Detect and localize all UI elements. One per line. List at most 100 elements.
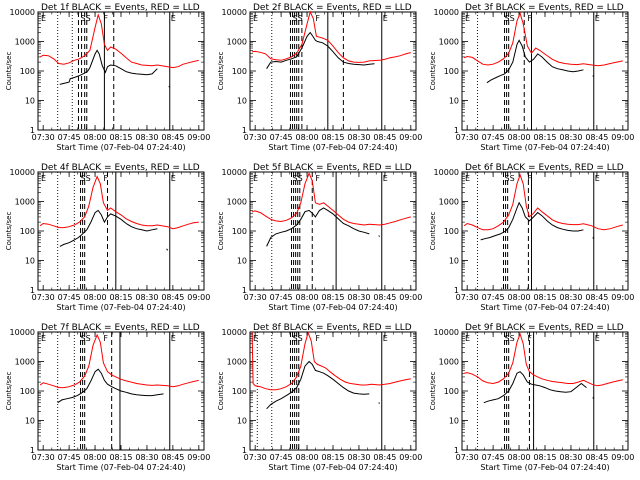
plot-frame bbox=[249, 331, 417, 451]
region-label: F bbox=[527, 14, 532, 23]
panel-6: Det 6f BLACK = Events, RED = LLD 1 10 100 10… bbox=[429, 163, 634, 312]
y-tick-label: 100 bbox=[20, 227, 35, 236]
x-axis-title: Start Time (07-Feb-04 07:24:40) bbox=[56, 463, 185, 472]
y-tick-label: 1000 bbox=[227, 198, 247, 207]
panel-title: Det 6f BLACK = Events, RED = LLD bbox=[465, 163, 624, 173]
lld-series-line bbox=[252, 10, 411, 63]
x-tick-label: 08:00 bbox=[84, 293, 107, 302]
y-axis-title: Counts/sec bbox=[5, 372, 13, 411]
y-tick-label: 10000 bbox=[222, 168, 247, 177]
x-axis-title: Start Time (07-Feb-04 07:24:40) bbox=[268, 143, 397, 152]
x-tick-label: 08:30 bbox=[559, 133, 582, 142]
y-tick-label: 1000 bbox=[227, 38, 247, 47]
panel-title: Det 3f BLACK = Events, RED = LLD bbox=[465, 3, 624, 13]
plot-frame bbox=[461, 171, 629, 291]
x-tick-label: 07:30 bbox=[244, 133, 267, 142]
x-tick-label: 08:30 bbox=[135, 293, 158, 302]
x-tick-label: 09:00 bbox=[187, 133, 210, 142]
x-tick-label: 07:45 bbox=[270, 453, 293, 462]
x-tick-label: 07:30 bbox=[456, 133, 479, 142]
lld-series-line bbox=[464, 332, 623, 387]
x-axis-title: Start Time (07-Feb-04 07:24:40) bbox=[480, 143, 609, 152]
panel-5: Det 5f BLACK = Events, RED = LLD 1 10 100 10… bbox=[217, 163, 422, 312]
y-tick-label: 10000 bbox=[222, 328, 247, 337]
y-tick-label: 1 bbox=[454, 446, 459, 455]
x-tick-label: 08:15 bbox=[533, 133, 556, 142]
plot-frame bbox=[249, 171, 417, 291]
events-series-line bbox=[57, 368, 164, 404]
x-tick-label: 08:30 bbox=[347, 453, 370, 462]
y-tick-label: 1000 bbox=[227, 358, 247, 367]
panel-1: Det 1f BLACK = Events, RED = LLD 1 10 100 10… bbox=[5, 3, 210, 152]
region-label: F bbox=[315, 334, 320, 343]
y-tick-label: 100 bbox=[232, 67, 247, 76]
region-label: F bbox=[103, 334, 108, 343]
events-series-line bbox=[266, 360, 380, 410]
y-tick-label: 1 bbox=[30, 286, 35, 295]
y-tick-label: 100 bbox=[232, 227, 247, 236]
region-label: F bbox=[315, 174, 320, 183]
region-label: SS bbox=[293, 174, 303, 183]
x-tick-label: 07:30 bbox=[32, 293, 55, 302]
y-tick-label: 1 bbox=[454, 286, 459, 295]
y-tick-label: 10000 bbox=[222, 8, 247, 17]
y-tick-label: 100 bbox=[232, 387, 247, 396]
x-tick-label: 08:45 bbox=[585, 453, 608, 462]
x-tick-label: 09:00 bbox=[187, 293, 210, 302]
x-tick-label: 07:30 bbox=[456, 453, 479, 462]
plot-frame bbox=[37, 11, 205, 131]
x-tick-label: 07:45 bbox=[270, 133, 293, 142]
x-axis-title: Start Time (07-Feb-04 07:24:40) bbox=[268, 303, 397, 312]
y-tick-label: 100 bbox=[444, 67, 459, 76]
panel-7: Det 7f BLACK = Events, RED = LLD 1 10 100 10… bbox=[5, 323, 210, 472]
x-axis-title: Start Time (07-Feb-04 07:24:40) bbox=[480, 303, 609, 312]
y-tick-label: 10 bbox=[449, 417, 459, 426]
y-tick-label: 10000 bbox=[434, 168, 459, 177]
x-tick-label: 09:00 bbox=[611, 133, 634, 142]
panel-4: Det 4f BLACK = Events, RED = LLD 1 10 100 10… bbox=[5, 163, 210, 312]
x-tick-label: 08:45 bbox=[161, 133, 184, 142]
region-label: F bbox=[103, 174, 108, 183]
x-tick-label: 08:15 bbox=[533, 453, 556, 462]
x-tick-label: 07:30 bbox=[456, 293, 479, 302]
region-label: E bbox=[171, 174, 176, 183]
x-tick-label: 07:45 bbox=[58, 453, 81, 462]
events-series-line bbox=[266, 207, 381, 247]
x-tick-label: 08:45 bbox=[373, 453, 396, 462]
x-tick-label: 08:00 bbox=[84, 453, 107, 462]
region-label: E bbox=[465, 334, 470, 343]
y-tick-label: 10000 bbox=[434, 328, 459, 337]
region-label: SS bbox=[293, 14, 303, 23]
y-tick-label: 100 bbox=[444, 387, 459, 396]
region-label: E bbox=[41, 334, 46, 343]
x-tick-label: 09:00 bbox=[399, 453, 422, 462]
panel-9: Det 9f BLACK = Events, RED = LLD 1 10 100 10… bbox=[429, 323, 634, 472]
y-tick-label: 1000 bbox=[439, 358, 459, 367]
region-label: F bbox=[527, 174, 532, 183]
y-tick-label: 100 bbox=[20, 67, 35, 76]
x-tick-label: 08:15 bbox=[321, 293, 344, 302]
lld-series-line bbox=[463, 11, 623, 67]
x-tick-label: 08:45 bbox=[585, 133, 608, 142]
x-tick-label: 07:45 bbox=[58, 133, 81, 142]
x-tick-label: 08:00 bbox=[508, 453, 531, 462]
region-label: E bbox=[253, 174, 258, 183]
plot-frame bbox=[461, 331, 629, 451]
x-tick-label: 08:00 bbox=[296, 293, 319, 302]
panel-title: Det 7f BLACK = Events, RED = LLD bbox=[41, 323, 200, 333]
plot-frame bbox=[461, 11, 629, 131]
region-label: F bbox=[527, 334, 532, 343]
y-tick-label: 10 bbox=[449, 97, 459, 106]
y-tick-label: 10 bbox=[449, 257, 459, 266]
x-tick-label: 08:30 bbox=[559, 453, 582, 462]
x-tick-label: 08:30 bbox=[135, 453, 158, 462]
x-tick-label: 08:30 bbox=[347, 133, 370, 142]
region-label: SS bbox=[81, 334, 91, 343]
y-axis-title: Counts/sec bbox=[217, 212, 225, 251]
y-tick-label: 100 bbox=[20, 387, 35, 396]
x-tick-label: 08:00 bbox=[508, 293, 531, 302]
events-series-line bbox=[486, 39, 595, 84]
x-axis-title: Start Time (07-Feb-04 07:24:40) bbox=[480, 463, 609, 472]
x-tick-label: 08:30 bbox=[559, 293, 582, 302]
y-tick-label: 1000 bbox=[15, 38, 35, 47]
